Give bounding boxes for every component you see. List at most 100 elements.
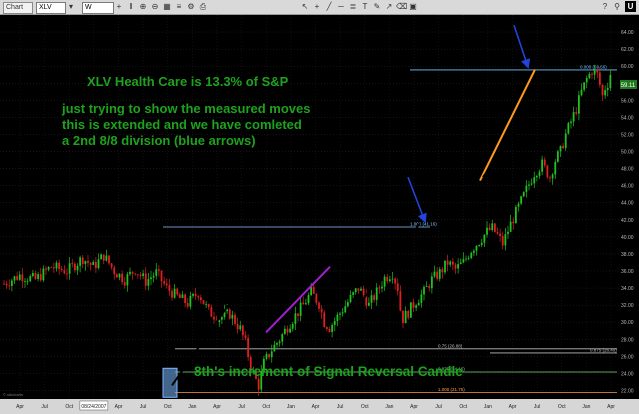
candle-body [231,314,234,319]
candle-body [609,75,612,89]
price-chart[interactable]: 0.000 (59.56) 1.000 (41.16) 0.75 (26.88) 0.… [0,15,639,414]
brand-logo-icon: U [625,1,636,12]
candle-body [601,84,604,96]
crosshair-icon[interactable]: + [314,2,320,11]
link-icon[interactable]: ⚲ [614,2,620,11]
candle-body [488,227,491,231]
candle-body [302,302,305,305]
help-icon[interactable]: ? [602,2,608,11]
brush-icon[interactable]: ✎ [373,2,381,11]
candle-body [472,250,475,253]
horizontal-line-icon[interactable]: ─ [338,2,344,11]
candle-body [533,177,536,184]
plus-icon[interactable]: + [116,2,122,11]
candle-body [136,274,139,276]
candle-body [570,121,572,124]
candle-body [171,290,173,298]
candle-body [142,273,145,276]
y-tick-label: 52.00 [621,132,634,138]
candle-body [97,259,100,269]
lock-icon[interactable]: ▣ [409,2,417,11]
candle-body [575,112,578,114]
candle-body [365,294,368,306]
candle-body [273,344,276,352]
candle-body [572,112,575,122]
candle-body [339,313,341,315]
candle-body [66,273,68,275]
zoom-out-icon[interactable]: ⊖ [151,2,159,11]
candle-body [375,287,378,300]
period-select[interactable]: W [82,2,114,14]
trend-line-1 [171,290,239,386]
candle-body [197,296,200,298]
candle-body [163,281,166,284]
candle-body [541,159,544,172]
candle-body [538,171,541,176]
candle-body [520,196,523,204]
candle-body [202,300,205,305]
candle-body [155,269,158,276]
x-tick-label: Oct [164,404,172,410]
eraser-icon[interactable]: ⌫ [396,2,408,11]
y-tick-label: 30.00 [621,320,634,326]
candle-body [129,271,131,275]
fib-level-label: 1.000 (41.16) [410,221,437,226]
candle-body [454,264,457,269]
x-tick-label: Jul [238,404,244,410]
candle-icon[interactable]: ‖ [129,2,133,11]
candle-body [3,283,5,285]
candle-body [87,261,89,263]
arrow-tool-icon[interactable]: ↗ [385,2,393,11]
candle-body [31,273,34,277]
candle-body [102,254,105,261]
candle-body [564,133,567,149]
candle-body [546,165,549,178]
candle-body [430,276,433,289]
y-tick-label: 26.00 [621,354,634,360]
candle-body [47,267,50,270]
dropdown-icon[interactable]: ▾ [68,2,73,11]
candle-body [291,323,294,329]
window-title[interactable]: Chart [3,2,33,14]
list-icon[interactable]: ≡ [176,2,182,11]
candle-body [223,311,226,317]
candle-body [596,70,599,73]
candle-body [257,378,260,390]
text-tool-icon[interactable]: T [362,2,368,11]
y-tick-label: 40.00 [621,235,634,241]
candle-body [118,273,121,278]
y-tick-label: 62.00 [621,47,634,53]
x-tick-label: Apr [410,404,418,410]
candle-body [486,227,488,235]
candle-body [123,282,126,286]
zoom-in-icon[interactable]: ⊕ [139,2,147,11]
candle-body [299,302,302,316]
candle-body [176,288,179,295]
fibonacci-icon[interactable]: ≣ [349,2,357,11]
fib-level-label: 0.000 (59.56) [580,64,607,69]
candle-body [554,161,557,175]
grid [0,15,619,399]
candle-body [289,328,292,333]
grid-icon[interactable]: ▦ [163,2,171,11]
trendline-icon[interactable]: ╱ [326,2,332,11]
fib-level-label: 0.875 (24.16) [438,367,465,372]
fib-level-label: 1.000 (21.75) [438,387,465,392]
candle-body [152,275,155,278]
candle-body [210,307,213,317]
trend-line-3 [482,84,551,178]
candle-body [525,185,528,193]
candle-body [283,328,286,335]
candle-body [415,305,418,308]
y-tick-label: 56.00 [621,98,634,104]
candle-body [100,254,103,260]
cursor-icon[interactable]: ↖ [301,2,309,11]
candle-body [21,274,24,282]
symbol-input[interactable]: XLV [36,2,66,14]
candle-body [63,270,66,274]
candle-body [115,274,118,278]
print-icon[interactable]: ⎙ [199,2,207,11]
settings-icon[interactable]: ⚙ [187,2,195,11]
x-tick-label: Oct [262,404,270,410]
candle-body [499,233,502,236]
